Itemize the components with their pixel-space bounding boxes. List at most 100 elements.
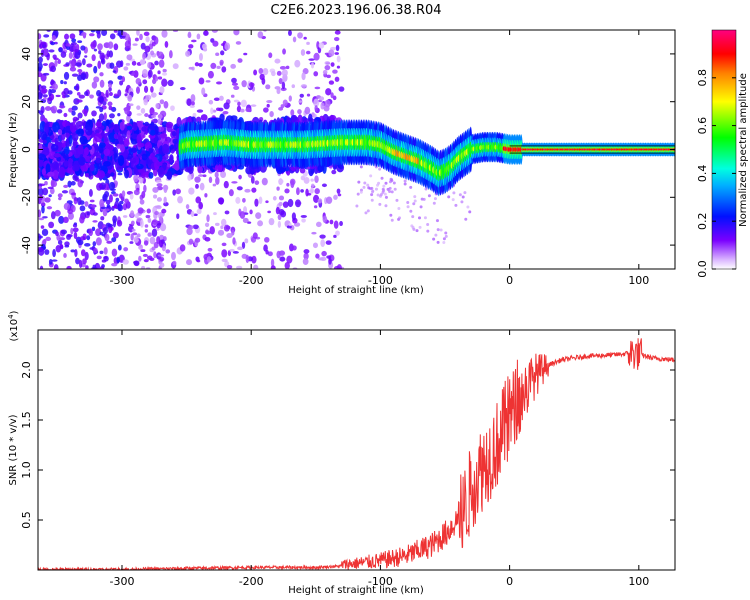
spectrogram-cell [159,86,165,94]
spectrogram-cell [236,105,242,113]
spectrogram-cell [381,187,385,191]
spectrogram-cell [192,224,199,230]
spectrogram-cell [126,125,133,131]
spectrogram-cell [277,214,282,221]
spectrogram-cell [332,69,338,74]
spectrogram-cell [235,196,241,204]
spectrogram-cell [202,174,207,178]
spectrogram-cell [38,71,43,78]
spectrogram-cell [233,85,240,90]
spectrogram-cell [98,50,102,55]
spectrogram-cell [104,233,110,242]
spectrogram-cell [151,92,157,98]
spectrogram-cell [303,176,310,184]
spectrogram-cell [253,264,259,269]
spectrogram-cell [377,181,381,185]
spectrogram-cell [426,222,430,226]
spectrogram-cell [91,110,97,117]
spectrogram-cell [306,93,311,97]
spectrogram-cell [198,77,205,85]
spectrogram-cell [133,236,139,244]
spectrogram-cell [313,71,319,77]
spectrogram-cell [329,115,336,120]
spectrogram-cell [68,134,73,145]
spectrogram-cell [75,120,84,127]
spectrogram-cell [157,254,165,257]
spectrogram-cell [235,41,242,45]
spectrogram-cell [336,188,341,194]
colorbar-tick-label: 0.6 [696,117,709,135]
spectrogram-cell [224,210,230,215]
spectrogram-cell [130,210,135,217]
spectrogram-cell [157,167,165,178]
spectrogram-cell [185,204,190,210]
y-tick-label: 2.0 [20,361,33,379]
spectrogram-cell [75,257,80,265]
spectrogram-cell [300,84,308,88]
spectrogram-cell [325,196,333,204]
spectrogram-cell [433,197,437,201]
spectrogram-cell [188,187,195,195]
spectrogram-cell [464,217,468,221]
spectrogram-cell [100,216,105,221]
spectrogram-cell [159,223,167,232]
spectrogram-cell [228,189,234,197]
spectrogram-cell [197,165,203,174]
spectrogram-cell [82,108,88,115]
spectrogram-cell [172,260,177,266]
spectrogram-cell [117,203,122,211]
spectrogram-cell [466,205,470,209]
spectrogram-cell [109,150,114,156]
spectrogram-cell [291,84,296,89]
spectrogram-cell [164,40,169,48]
spectrogram-cell [139,199,145,205]
spectrogram-cell [64,33,70,40]
spectrogram-cell [214,171,219,178]
spectrogram-cell [201,87,206,96]
spectrogram-cell [364,211,368,215]
spectrogram-cell [150,86,154,93]
spectrogram-cell [40,131,47,141]
y-tick-label: 0.5 [20,511,33,529]
spectrogram-cell [144,45,151,53]
x-tick-label: 100 [628,274,649,287]
spectrogram-cell [62,95,66,99]
spectrogram-cell [212,40,219,47]
spectrogram-cell [41,146,50,157]
spectrogram-cell [69,60,73,64]
spectrogram-cell [398,216,402,220]
spectrogram-cell [317,198,323,204]
spectrogram-cell [144,121,150,127]
spectrogram-cell [162,68,167,73]
spectrogram-cell [257,31,264,39]
spectrogram-cell [58,166,66,179]
spectrogram-cell [77,112,83,119]
spectrogram-cell [116,219,123,227]
spectrogram-cell [328,49,335,57]
spectrogram-cell [232,237,236,245]
spectrogram-cell [177,195,183,204]
spectrogram-cell [297,32,303,39]
y-tick-label: -40 [20,236,33,254]
spectrogram-cell [275,206,280,215]
spectrogram-cell [166,170,173,180]
spectrogram-cell [97,170,106,179]
y-tick-label: 1.0 [20,461,33,479]
spectrogram-cell [96,255,102,260]
spectrogram-cell [135,86,141,94]
spectrogram-cell [175,188,181,195]
spectrogram-cell [59,105,66,109]
spectrogram-cell [132,232,138,236]
spectrogram-cell [452,191,456,195]
spectrogram-cell [77,128,85,137]
spectrogram-cell [48,49,55,53]
spectrogram-cell [211,30,218,33]
spectrogram-cell [73,231,78,240]
spectrogram-cell [326,255,332,259]
spectrogram-cell [122,259,129,265]
spectrogram-cell [138,244,144,250]
spectrogram-cell [154,210,159,216]
spectrogram-cell [41,228,49,237]
spectrogram-cell [102,100,107,106]
spectrogram-cell [190,39,197,43]
